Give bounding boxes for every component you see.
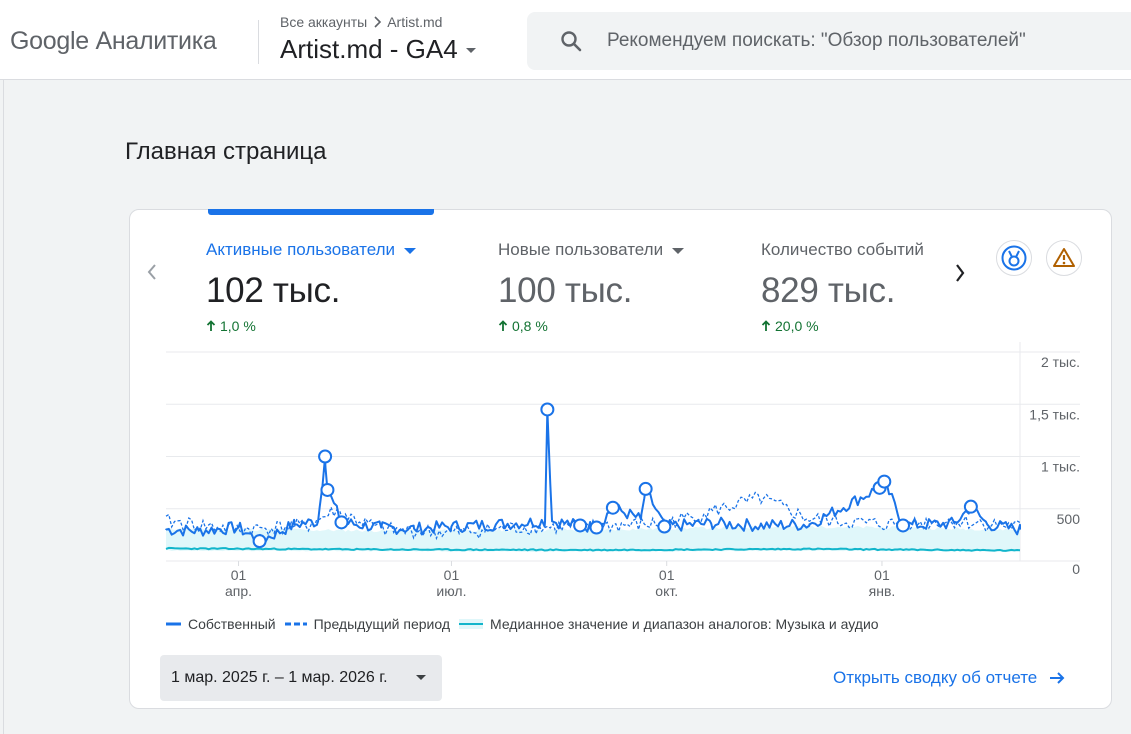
x-tick-label-month: янв. xyxy=(869,583,896,599)
legend-solid-swatch xyxy=(166,622,181,626)
metric-value: 829 тыс. xyxy=(761,271,896,310)
benchmark-range-band xyxy=(166,525,1020,552)
anomaly-marker xyxy=(252,534,267,549)
breadcrumb-account[interactable]: Artist.md xyxy=(387,14,443,30)
legend-item-own[interactable]: Собственный xyxy=(166,616,276,632)
arrow-up-icon xyxy=(761,320,771,331)
chevron-down-icon xyxy=(416,675,426,680)
breadcrumb-all-accounts[interactable]: Все аккаунты xyxy=(280,14,368,30)
legend-dashed-swatch xyxy=(284,622,307,626)
anomaly-marker xyxy=(896,518,911,533)
overview-card: Активные пользователи 102 тыс. 1,0 % Нов… xyxy=(129,209,1112,709)
metric-value: 102 тыс. xyxy=(206,271,341,310)
chevron-down-icon[interactable] xyxy=(404,247,417,254)
search-bar[interactable] xyxy=(527,12,1131,70)
date-range-label: 1 мар. 2025 г. – 1 мар. 2026 г. xyxy=(171,669,388,686)
breadcrumb: Все аккаунты Artist.md xyxy=(280,14,442,30)
anomaly-marker xyxy=(589,520,604,535)
metric-change-text: 0,8 % xyxy=(512,318,548,334)
insights-medal-button[interactable] xyxy=(996,240,1032,276)
metric-change: 0,8 % xyxy=(498,318,684,334)
anomaly-marker xyxy=(963,499,978,514)
metric-label-text: Количество событий xyxy=(761,240,924,259)
metric-new-users[interactable]: Новые пользователи 100 тыс. 0,8 % xyxy=(498,240,685,334)
legend-label: Медианное значение и диапазон аналогов: … xyxy=(490,616,879,632)
arrow-right-icon xyxy=(1050,672,1065,684)
legend-label: Предыдущий период xyxy=(313,616,450,632)
anomaly-warning-button[interactable] xyxy=(1046,240,1082,276)
open-report-summary-link[interactable]: Открыть сводку об отчете xyxy=(833,668,1066,688)
page-title: Главная страница xyxy=(125,138,327,165)
property-selector[interactable]: Artist.md - GA4 xyxy=(280,34,476,65)
benchmark-median-line xyxy=(165,546,1021,552)
search-input[interactable] xyxy=(607,26,1127,56)
chevron-right-icon[interactable] xyxy=(952,262,968,284)
medal-icon xyxy=(1001,245,1027,271)
x-tick-label-month: окт. xyxy=(655,583,678,599)
anomaly-marker xyxy=(877,474,892,489)
chevron-down-icon xyxy=(465,48,476,53)
metric-change: 20,0 % xyxy=(761,318,924,334)
x-tick-label-day: 01 xyxy=(659,567,675,583)
anomaly-marker xyxy=(657,519,672,534)
date-range-picker[interactable]: 1 мар. 2025 г. – 1 мар. 2026 г. xyxy=(160,655,442,701)
metric-change-text: 20,0 % xyxy=(775,318,819,334)
search-icon xyxy=(561,31,582,52)
x-tick-label-day: 01 xyxy=(874,567,890,583)
metric-label-text: Новые пользователи xyxy=(498,240,664,259)
legend-item-previous[interactable]: Предыдущий период xyxy=(284,616,450,632)
legend-label: Собственный xyxy=(188,616,276,632)
chevron-down-icon[interactable] xyxy=(672,247,685,254)
anomaly-marker xyxy=(573,518,588,533)
legend-band-swatch xyxy=(459,619,483,629)
metric-label: Количество событий xyxy=(761,240,924,260)
active-tab-indicator xyxy=(208,209,434,215)
anomaly-marker xyxy=(638,481,653,496)
metric-change: 1,0 % xyxy=(206,318,416,334)
metric-label-text: Активные пользователи xyxy=(206,240,396,259)
arrow-up-icon xyxy=(206,320,216,331)
anomaly-marker xyxy=(318,449,333,464)
x-tick-label-month: июл. xyxy=(436,583,466,599)
y-tick-label: 0 xyxy=(1072,561,1080,577)
chevron-left-icon[interactable] xyxy=(144,262,160,282)
anomaly-marker xyxy=(320,482,335,497)
anomaly-marker xyxy=(334,515,349,530)
chevron-right-icon xyxy=(374,16,382,28)
property-name: Artist.md - GA4 xyxy=(280,34,458,64)
metric-label: Активные пользователи xyxy=(206,240,417,260)
warning-icon xyxy=(1053,248,1075,267)
anomaly-marker xyxy=(540,402,555,417)
metric-label: Новые пользователи xyxy=(498,240,685,260)
chart-legend: Собственный Предыдущий период Медианное … xyxy=(166,616,888,632)
report-link-label: Открыть сводку об отчете xyxy=(833,668,1038,687)
y-tick-label: 500 xyxy=(1057,511,1081,527)
x-tick-label-month: апр. xyxy=(225,583,252,599)
x-tick-label-day: 01 xyxy=(231,567,247,583)
y-tick-label: 1 тыс. xyxy=(1041,459,1080,475)
top-bar: Google Аналитика Все аккаунты Artist.md … xyxy=(0,0,1131,80)
metric-change-text: 1,0 % xyxy=(220,318,256,334)
arrow-up-icon xyxy=(498,320,508,331)
previous-period-line xyxy=(165,491,1021,541)
metric-value: 100 тыс. xyxy=(498,271,633,310)
x-tick-label-day: 01 xyxy=(444,567,460,583)
left-divider xyxy=(3,80,4,734)
header-divider xyxy=(258,20,259,64)
metric-active-users[interactable]: Активные пользователи 102 тыс. 1,0 % xyxy=(206,240,417,334)
y-tick-label: 1,5 тыс. xyxy=(1029,406,1080,422)
anomaly-marker xyxy=(605,500,620,515)
app-logo[interactable]: Google Аналитика xyxy=(10,27,217,55)
legend-item-benchmark[interactable]: Медианное значение и диапазон аналогов: … xyxy=(459,616,879,632)
metric-event-count[interactable]: Количество событий 829 тыс. 20,0 % xyxy=(761,240,924,334)
y-tick-label: 2 тыс. xyxy=(1041,354,1080,370)
